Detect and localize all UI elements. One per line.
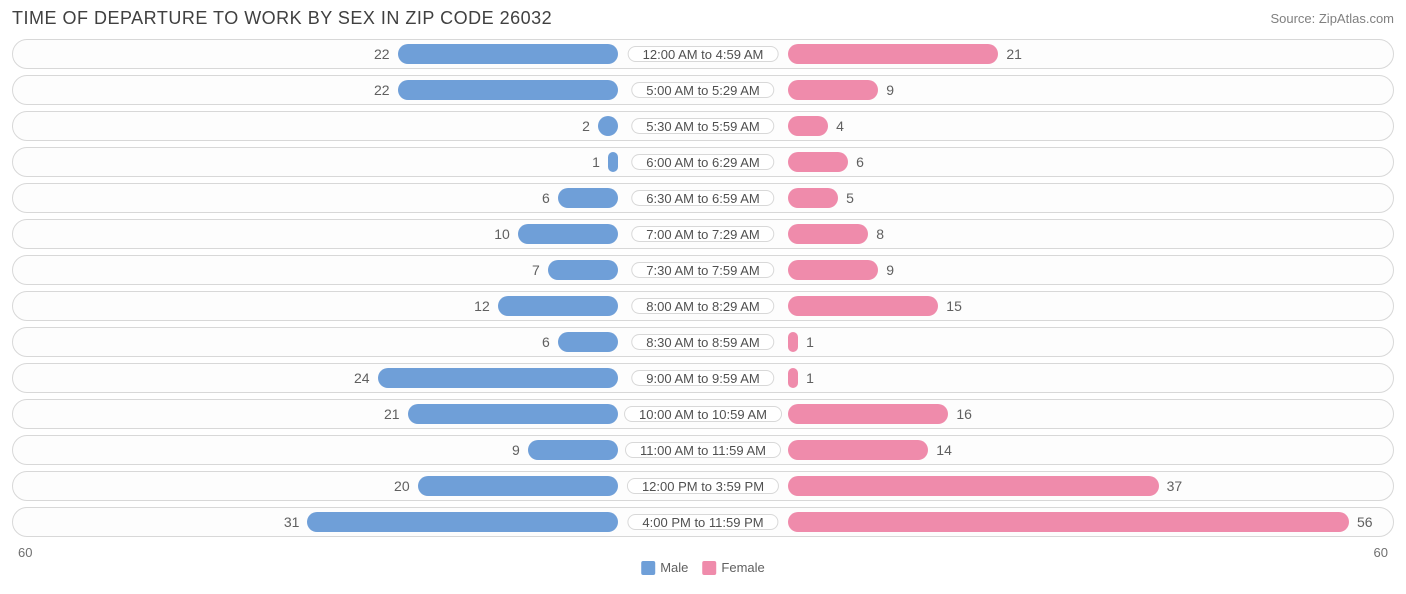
female-bar [788,512,1349,532]
female-value: 1 [798,368,1389,388]
male-value: 20 [17,476,418,496]
male-value: 24 [17,368,378,388]
category-label: 7:30 AM to 7:59 AM [631,262,774,278]
female-value: 21 [998,44,1389,64]
male-bar [408,404,618,424]
chart-row: 12 15 8:00 AM to 8:29 AM [12,291,1394,321]
female-value: 16 [948,404,1389,424]
female-bar [788,224,868,244]
male-value: 6 [17,332,558,352]
female-bar [788,188,838,208]
male-bar [398,44,618,64]
male-value: 31 [17,512,307,532]
male-bar [498,296,618,316]
male-bar [528,440,618,460]
female-bar [788,476,1159,496]
female-value: 9 [878,80,1389,100]
female-bar [788,44,998,64]
legend-female-label: Female [721,560,764,575]
category-label: 12:00 AM to 4:59 AM [628,46,779,62]
female-value: 14 [928,440,1389,460]
category-label: 6:30 AM to 6:59 AM [631,190,774,206]
chart-row: 6 5 6:30 AM to 6:59 AM [12,183,1394,213]
axis-left-max: 60 [18,545,32,560]
female-value: 56 [1349,512,1389,532]
male-bar [378,368,618,388]
chart-row: 22 21 12:00 AM to 4:59 AM [12,39,1394,69]
male-bar [608,152,618,172]
male-value: 10 [17,224,518,244]
category-label: 12:00 PM to 3:59 PM [627,478,779,494]
female-bar [788,368,798,388]
category-label: 5:00 AM to 5:29 AM [631,82,774,98]
female-bar [788,152,848,172]
male-bar [548,260,618,280]
category-label: 11:00 AM to 11:59 AM [625,442,781,458]
female-bar [788,116,828,136]
legend-female: Female [702,560,764,575]
female-value: 15 [938,296,1389,316]
legend-male-label: Male [660,560,688,575]
male-value: 12 [17,296,498,316]
female-bar [788,296,938,316]
male-value: 7 [17,260,548,280]
chart-row: 24 1 9:00 AM to 9:59 AM [12,363,1394,393]
male-value: 22 [17,44,398,64]
diverging-bar-chart: 222112:00 AM to 4:59 AM2295:00 AM to 5:2… [12,39,1394,537]
chart-row: 2 4 5:30 AM to 5:59 AM [12,111,1394,141]
male-bar [598,116,618,136]
male-value: 2 [17,116,598,136]
category-label: 5:30 AM to 5:59 AM [631,118,774,134]
chart-row: 10 8 7:00 AM to 7:29 AM [12,219,1394,249]
chart-row: 6 1 8:30 AM to 8:59 AM [12,327,1394,357]
female-bar [788,260,878,280]
chart-row: 1 6 6:00 AM to 6:29 AM [12,147,1394,177]
male-value: 21 [17,404,408,424]
male-value: 9 [17,440,528,460]
male-bar [558,332,618,352]
chart-row: 9 14 11:00 AM to 11:59 AM [12,435,1394,465]
male-swatch [641,561,655,575]
female-value: 37 [1159,476,1389,496]
female-value: 9 [878,260,1389,280]
female-bar [788,80,878,100]
chart-row: 20 37 12:00 PM to 3:59 PM [12,471,1394,501]
category-label: 10:00 AM to 10:59 AM [624,406,782,422]
category-label: 4:00 PM to 11:59 PM [627,514,778,530]
chart-row: 7 9 7:30 AM to 7:59 AM [12,255,1394,285]
category-label: 9:00 AM to 9:59 AM [631,370,774,386]
female-bar [788,404,948,424]
male-bar [398,80,618,100]
category-label: 6:00 AM to 6:29 AM [631,154,774,170]
chart-row: 31 56 4:00 PM to 11:59 PM [12,507,1394,537]
male-value: 1 [17,152,608,172]
legend: Male Female [641,560,765,575]
female-bar [788,332,798,352]
male-bar [418,476,618,496]
axis-right-max: 60 [1374,545,1388,560]
chart-title: TIME OF DEPARTURE TO WORK BY SEX IN ZIP … [12,8,552,29]
category-label: 7:00 AM to 7:29 AM [631,226,774,242]
female-value: 1 [798,332,1389,352]
female-value: 4 [828,116,1389,136]
male-bar [307,512,617,532]
category-label: 8:30 AM to 8:59 AM [631,334,774,350]
legend-male: Male [641,560,688,575]
female-bar [788,440,928,460]
chart-row: 21 16 10:00 AM to 10:59 AM [12,399,1394,429]
female-swatch [702,561,716,575]
chart-row: 22 9 5:00 AM to 5:29 AM [12,75,1394,105]
female-value: 5 [838,188,1389,208]
female-value: 6 [848,152,1389,172]
male-value: 6 [17,188,558,208]
male-value: 22 [17,80,398,100]
female-value: 8 [868,224,1389,244]
category-label: 8:00 AM to 8:29 AM [631,298,774,314]
chart-source: Source: ZipAtlas.com [1270,11,1394,26]
male-bar [558,188,618,208]
male-bar [518,224,618,244]
